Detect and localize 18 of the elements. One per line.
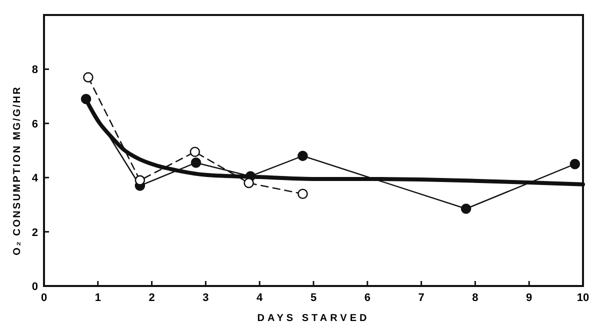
- x-tick-label: 6: [364, 292, 370, 304]
- y-tick-label: 0: [32, 281, 38, 293]
- y-tick-label: 8: [32, 64, 38, 76]
- x-tick-label: 0: [40, 292, 48, 304]
- y-tick-label: 6: [32, 118, 38, 130]
- x-tick-label: 1: [94, 292, 101, 304]
- y-axis-title: O₂ CONSUMPTION MG/G/HR: [12, 86, 23, 256]
- x-tick-label: 9: [526, 292, 532, 304]
- x-axis-title: DAYS STARVED: [257, 313, 370, 324]
- x-tick-label: 7: [418, 292, 424, 304]
- x-tick-label: 3: [202, 292, 209, 304]
- x-tick-label: 8: [472, 292, 478, 304]
- x-tick-label: 4: [256, 292, 264, 304]
- x-tick-label: 10: [576, 292, 590, 304]
- y-tick-label: 4: [32, 172, 39, 185]
- x-tick-label: 2: [148, 292, 155, 304]
- y-tick-label: 2: [32, 226, 38, 239]
- x-tick-label: 5: [310, 292, 317, 304]
